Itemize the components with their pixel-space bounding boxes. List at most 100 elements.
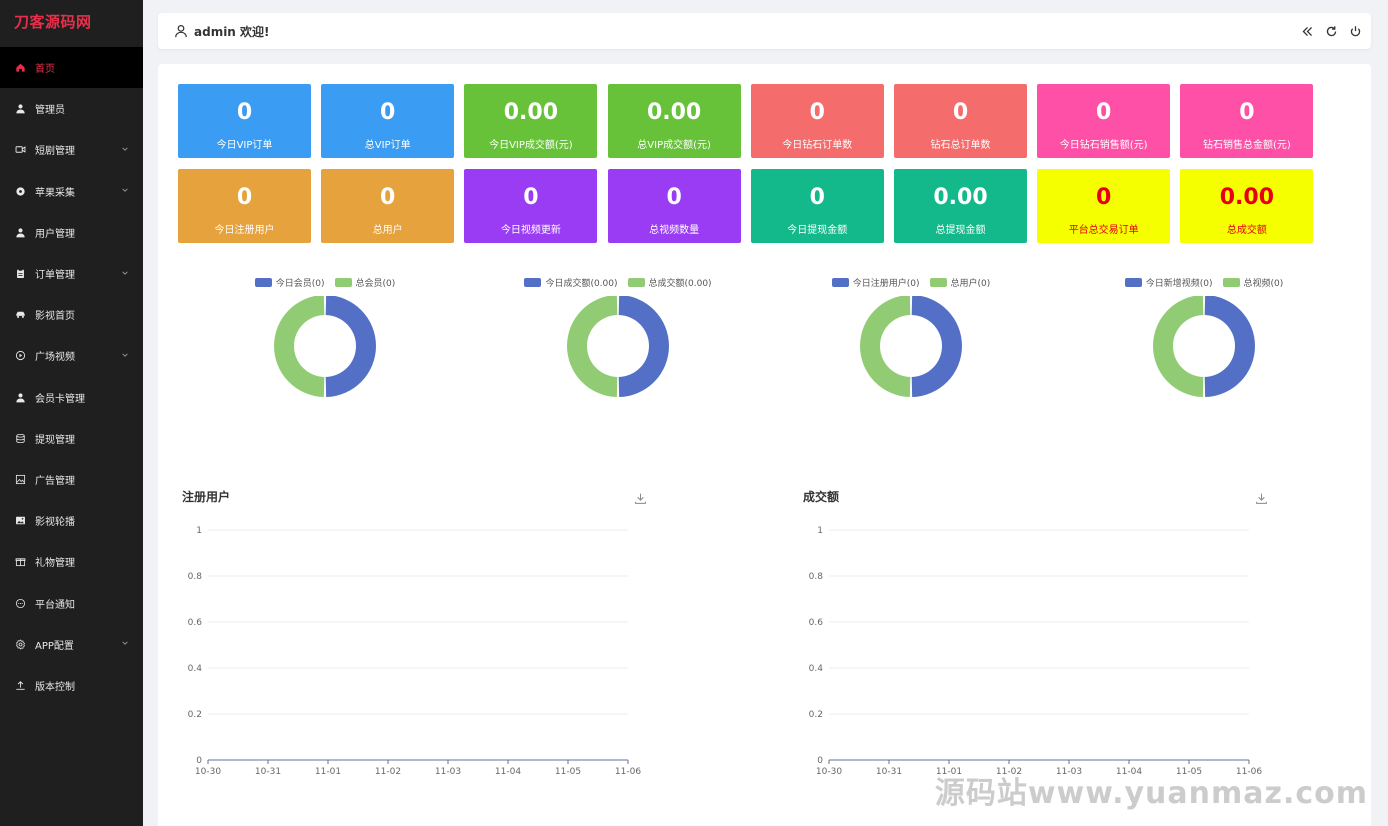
y-tick-label: 1 bbox=[817, 526, 823, 536]
sidebar: 刀客源码网 首页 管理员 短剧管理 苹果采集 用户管理 订单管理 影视首页 广场视频 会员卡管理… bbox=[0, 0, 143, 826]
dashboard-panel: 0 今日VIP订单 0 总VIP订单 0.00 今日VIP成交额(元) 0.00 总VIP成交… bbox=[158, 64, 1371, 826]
user-icon bbox=[174, 24, 188, 38]
power-icon[interactable] bbox=[1347, 23, 1363, 39]
stat-card: 0.00 总VIP成交额(元) bbox=[607, 84, 741, 158]
chart-legend: 今日新增视频(0) 总视频(0) bbox=[1074, 276, 1334, 289]
sidebar-item-9[interactable]: 提现管理 bbox=[0, 418, 143, 459]
stat-value: 0 bbox=[1096, 100, 1112, 125]
y-tick-label: 0.8 bbox=[188, 572, 203, 582]
x-tick-label: 11-06 bbox=[615, 767, 641, 777]
stat-value: 0 bbox=[380, 185, 396, 210]
upload-icon bbox=[14, 679, 26, 691]
picture-icon bbox=[14, 473, 26, 485]
clipboard-icon bbox=[14, 268, 26, 280]
sidebar-item-10[interactable]: 广告管理 bbox=[0, 459, 143, 500]
legend-swatch bbox=[1222, 278, 1240, 287]
sidebar-item-label: 影视首页 bbox=[35, 311, 75, 323]
sidebar-item-0[interactable]: 首页 bbox=[0, 47, 143, 89]
stat-card: 0.00 今日VIP成交额(元) bbox=[464, 84, 598, 158]
collapse-icon[interactable] bbox=[1299, 23, 1315, 39]
y-tick-label: 0 bbox=[196, 756, 202, 766]
legend-label: 总用户(0) bbox=[950, 279, 991, 289]
sidebar-item-label: APP配置 bbox=[35, 640, 74, 652]
donut-slice[interactable] bbox=[860, 296, 911, 397]
sidebar-item-5[interactable]: 订单管理 bbox=[0, 253, 143, 294]
x-tick-label: 11-01 bbox=[936, 767, 962, 777]
legend-label: 今日会员(0) bbox=[275, 279, 325, 289]
gift-icon bbox=[14, 556, 26, 568]
sidebar-item-6[interactable]: 影视首页 bbox=[0, 294, 143, 335]
stat-label: 钻石总订单数 bbox=[930, 140, 991, 151]
legend-item[interactable]: 今日会员(0) bbox=[254, 276, 325, 289]
sidebar-item-2[interactable]: 短剧管理 bbox=[0, 129, 143, 170]
x-tick-label: 11-03 bbox=[1056, 767, 1082, 777]
stat-card: 0 今日注册用户 bbox=[178, 169, 311, 243]
donut-svg bbox=[567, 296, 669, 397]
stat-value: 0 bbox=[523, 185, 539, 210]
legend-label: 总视频(0) bbox=[1243, 279, 1284, 289]
legend-item[interactable]: 今日注册用户(0) bbox=[831, 276, 920, 289]
line-chart-revenue: 成交额 0 0.2 0.4 0.6 0.8 1 10-30 10-31 11-01 11-02 11… bbox=[799, 488, 1289, 788]
legend-item[interactable]: 总用户(0) bbox=[929, 276, 991, 289]
refresh-icon[interactable] bbox=[1323, 23, 1339, 39]
stat-label: 今日视频更新 bbox=[500, 225, 561, 236]
sidebar-item-4[interactable]: 用户管理 bbox=[0, 212, 143, 253]
x-tick-label: 11-04 bbox=[495, 767, 521, 777]
sidebar-item-label: 提现管理 bbox=[35, 434, 75, 446]
sidebar-item-11[interactable]: 影视轮播 bbox=[0, 500, 143, 541]
stat-label: 钻石销售总金额(元) bbox=[1202, 140, 1291, 151]
stat-card: 0 钻石总订单数 bbox=[894, 84, 1027, 158]
stat-value: 0.00 bbox=[1219, 185, 1275, 210]
y-tick-label: 0.2 bbox=[188, 710, 202, 720]
line-chart-svg: 0 0.2 0.4 0.6 0.8 1 10-30 10-31 11-01 11-02 11-03 1… bbox=[809, 526, 1263, 777]
sidebar-item-label: 苹果采集 bbox=[35, 187, 75, 199]
x-tick-label: 11-02 bbox=[996, 767, 1022, 777]
sidebar-item-1[interactable]: 管理员 bbox=[0, 88, 143, 129]
stat-label: 今日钻石销售额(元) bbox=[1059, 140, 1148, 151]
stat-card: 0 钻石销售总金额(元) bbox=[1180, 84, 1314, 158]
legend-swatch bbox=[334, 278, 352, 287]
donut-slice[interactable] bbox=[567, 296, 618, 397]
database-icon bbox=[14, 432, 26, 444]
stat-label: 今日钻石订单数 bbox=[782, 140, 853, 151]
donut-chart-videos: 今日新增视频(0) 总视频(0) bbox=[1074, 276, 1334, 416]
chevron-down-icon bbox=[121, 351, 129, 359]
download-icon[interactable] bbox=[634, 490, 648, 504]
line-chart-registered-users: 注册用户 0 0.2 0.4 0.6 0.8 1 10-30 10-31 11-01 11-02 1… bbox=[178, 488, 668, 788]
donut-svg bbox=[860, 296, 962, 397]
stat-value: 0.00 bbox=[646, 100, 702, 125]
y-tick-label: 0 bbox=[817, 756, 823, 766]
gear-icon bbox=[14, 638, 26, 650]
donut-slice[interactable] bbox=[325, 296, 376, 397]
chart-legend: 今日成交额(0.00) 总成交额(0.00) bbox=[488, 276, 748, 289]
legend-item[interactable]: 总视频(0) bbox=[1222, 276, 1284, 289]
legend-item[interactable]: 总会员(0) bbox=[334, 276, 395, 289]
sidebar-item-3[interactable]: 苹果采集 bbox=[0, 171, 143, 212]
chevron-down-icon bbox=[121, 639, 129, 647]
donut-slice[interactable] bbox=[1204, 296, 1255, 397]
sidebar-item-15[interactable]: 版本控制 bbox=[0, 665, 143, 706]
stat-card: 0 平台总交易订单 bbox=[1037, 169, 1171, 243]
donut-slice[interactable] bbox=[618, 296, 669, 397]
legend-item[interactable]: 总成交额(0.00) bbox=[627, 276, 712, 289]
sidebar-item-label: 订单管理 bbox=[35, 270, 75, 282]
stat-card: 0.00 总提现金额 bbox=[894, 169, 1027, 243]
legend-item[interactable]: 今日新增视频(0) bbox=[1124, 276, 1213, 289]
sidebar-item-14[interactable]: APP配置 bbox=[0, 624, 143, 665]
donut-slice[interactable] bbox=[911, 296, 962, 397]
legend-item[interactable]: 今日成交额(0.00) bbox=[524, 276, 618, 289]
donut-slice[interactable] bbox=[1153, 296, 1204, 397]
sidebar-item-label: 影视轮播 bbox=[35, 517, 75, 529]
sidebar-item-8[interactable]: 会员卡管理 bbox=[0, 377, 143, 418]
sidebar-item-label: 广场视频 bbox=[35, 352, 75, 364]
sidebar-item-12[interactable]: 礼物管理 bbox=[0, 541, 143, 582]
legend-swatch bbox=[524, 278, 542, 287]
donut-slice[interactable] bbox=[274, 296, 325, 397]
sidebar-item-13[interactable]: 平台通知 bbox=[0, 582, 143, 623]
download-icon[interactable] bbox=[1255, 490, 1269, 504]
x-tick-label: 11-04 bbox=[1116, 767, 1142, 777]
stat-label: 今日VIP成交额(元) bbox=[489, 140, 573, 151]
x-tick-label: 11-05 bbox=[555, 767, 581, 777]
sidebar-item-7[interactable]: 广场视频 bbox=[0, 335, 143, 376]
sidebar-item-label: 版本控制 bbox=[35, 681, 75, 693]
